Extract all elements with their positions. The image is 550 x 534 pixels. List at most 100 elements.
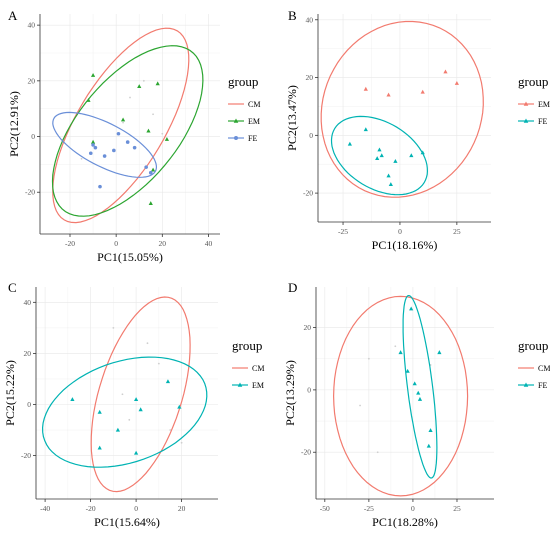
plot-area bbox=[36, 287, 218, 499]
point-CM bbox=[129, 96, 131, 99]
x-tick-label: 0 bbox=[398, 227, 402, 236]
x-tick-label: 0 bbox=[411, 504, 415, 513]
x-axis-title: PC1(15.05%) bbox=[97, 250, 163, 264]
ellipse-CM bbox=[332, 295, 469, 497]
y-tick-label: 0 bbox=[31, 132, 35, 141]
ellipse-FE bbox=[402, 295, 438, 479]
point-EM bbox=[134, 450, 139, 455]
point-EM bbox=[138, 407, 143, 412]
x-axis-title: PC1(18.16%) bbox=[372, 238, 438, 252]
y-tick-label: 0 bbox=[309, 131, 313, 140]
point-FE bbox=[388, 182, 393, 187]
point-EM bbox=[137, 84, 142, 89]
point-FE bbox=[112, 148, 116, 153]
x-tick-label: -25 bbox=[364, 504, 374, 513]
plot-area bbox=[318, 14, 491, 222]
point-FE bbox=[347, 141, 352, 146]
point-CM bbox=[80, 157, 83, 160]
point-FE bbox=[98, 184, 102, 189]
point-EM bbox=[90, 139, 96, 144]
ellipse-FE bbox=[330, 115, 429, 196]
panel-C: -40 -20 0 20 -20 0 20 40 PC1(15.64%) PC2(15.22%) C… bbox=[3, 280, 264, 529]
point-FE bbox=[428, 428, 433, 433]
plot-content bbox=[332, 295, 469, 497]
plot-area bbox=[40, 14, 220, 234]
x-tick-label: 0 bbox=[114, 239, 118, 248]
point-CM bbox=[128, 418, 131, 421]
point-FE bbox=[148, 170, 153, 175]
point-FE bbox=[437, 350, 442, 355]
point-CM bbox=[359, 404, 361, 407]
point-EM bbox=[97, 445, 102, 450]
x-tick-label: 25 bbox=[453, 504, 461, 513]
ellipse-CM bbox=[90, 296, 191, 493]
point-EM bbox=[70, 397, 75, 401]
point-CM bbox=[169, 429, 172, 431]
point-CM bbox=[121, 393, 124, 396]
grid bbox=[36, 287, 218, 499]
point-EM bbox=[155, 81, 160, 86]
y-tick-label: -20 bbox=[301, 448, 311, 457]
legend: group CM FE bbox=[518, 338, 550, 390]
legend-label: CM bbox=[252, 364, 264, 373]
legend-key-marker bbox=[233, 118, 239, 123]
point-CM bbox=[142, 79, 145, 82]
panel-B: -25 0 25 -20 0 20 40 PC1(18.16%) PC2(13.47%) Bgro… bbox=[285, 8, 550, 252]
legend-label: FE bbox=[538, 117, 547, 126]
point-FE bbox=[426, 443, 431, 448]
x-axis-title: PC1(15.64%) bbox=[94, 515, 160, 529]
point-EM bbox=[86, 98, 91, 102]
x-tick-label: 25 bbox=[453, 227, 461, 236]
y-tick-label: 40 bbox=[28, 21, 36, 30]
ellipse-EM bbox=[320, 20, 484, 198]
point-CM bbox=[152, 113, 154, 116]
point-FE bbox=[132, 145, 137, 150]
point-EM bbox=[148, 201, 153, 205]
point-FE bbox=[398, 350, 403, 355]
x-tick-label: 20 bbox=[178, 504, 186, 513]
legend-label: FE bbox=[248, 134, 257, 143]
point-FE bbox=[405, 368, 410, 373]
point-FE bbox=[144, 165, 148, 169]
point-FE bbox=[416, 390, 421, 395]
point-FE bbox=[409, 306, 414, 311]
x-axis-title: PC1(18.28%) bbox=[372, 515, 438, 529]
panel-label: A bbox=[8, 8, 18, 23]
point-FE bbox=[393, 159, 398, 163]
point-FE bbox=[420, 150, 425, 155]
point-FE bbox=[93, 145, 98, 150]
point-FE bbox=[102, 154, 107, 158]
point-CM bbox=[376, 451, 379, 454]
y-tick-label: -20 bbox=[21, 451, 31, 460]
plot-content bbox=[320, 20, 484, 198]
legend-key-marker bbox=[523, 382, 529, 387]
point-CM bbox=[394, 345, 397, 348]
panel-label: D bbox=[288, 280, 297, 295]
legend-label: CM bbox=[538, 364, 550, 373]
legend-key-marker bbox=[523, 101, 529, 106]
legend-label: EM bbox=[538, 100, 550, 109]
legend-title: group bbox=[518, 74, 548, 89]
y-tick-label: -20 bbox=[303, 189, 313, 198]
x-tick-label: -20 bbox=[86, 504, 96, 513]
point-FE bbox=[116, 131, 121, 136]
y-tick-label: 20 bbox=[304, 323, 312, 332]
legend-title: group bbox=[228, 74, 258, 89]
point-CM bbox=[161, 132, 164, 135]
legend-label: FE bbox=[538, 381, 547, 390]
y-tick-label: -20 bbox=[25, 188, 35, 197]
legend-label: EM bbox=[248, 117, 260, 126]
point-EM bbox=[386, 92, 391, 97]
y-tick-label: 0 bbox=[27, 400, 31, 409]
ellipse-FE bbox=[52, 111, 157, 178]
point-EM bbox=[120, 117, 126, 122]
ellipse-EM bbox=[51, 45, 204, 217]
y-tick-label: 20 bbox=[28, 76, 36, 85]
point-EM bbox=[454, 81, 459, 85]
y-axis-title: PC2(13.29%) bbox=[283, 360, 297, 426]
point-FE bbox=[363, 127, 368, 132]
y-tick-label: 40 bbox=[24, 298, 32, 307]
point-EM bbox=[90, 72, 96, 77]
x-tick-label: -20 bbox=[65, 239, 75, 248]
point-CM bbox=[146, 342, 149, 345]
